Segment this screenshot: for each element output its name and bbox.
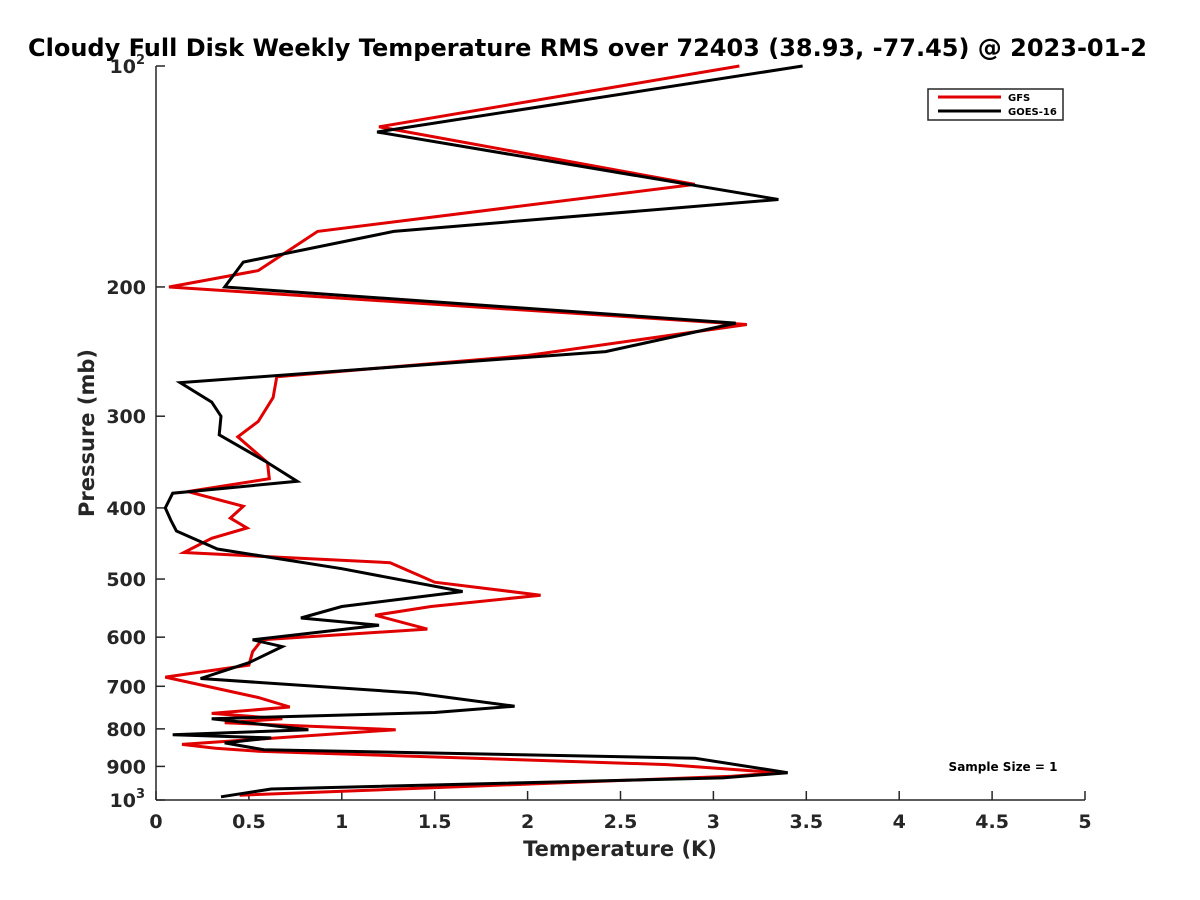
y-tick-label: 10 — [110, 56, 136, 78]
legend-label: GFS — [1008, 93, 1030, 104]
y-tick-label: 700 — [106, 676, 146, 698]
chart-title: Cloudy Full Disk Weekly Temperature RMS … — [28, 34, 1147, 62]
x-tick-label: 5 — [1078, 811, 1091, 833]
x-tick-label: 3.5 — [789, 811, 823, 833]
series-group — [163, 64, 803, 799]
x-tick-label: 4 — [893, 811, 906, 833]
x-tick-label: 4.5 — [975, 811, 1009, 833]
y-tick-label: 200 — [106, 277, 146, 299]
legend: GFS GOES-16 — [927, 88, 1064, 121]
x-tick-label: 2 — [521, 811, 534, 833]
series-line-goes-16 — [163, 64, 803, 799]
y-tick-label: 900 — [106, 756, 146, 778]
x-tick-label: 1.5 — [418, 811, 452, 833]
x-axis-title: Temperature (K) — [523, 837, 717, 861]
x-tick-label: 2.5 — [604, 811, 638, 833]
x-axis: 0 0.5 1 1.5 2 2.5 3 3.5 4 4.5 5 — [149, 791, 1092, 833]
legend-box — [927, 88, 1064, 121]
sample-size-annotation: Sample Size = 1 — [949, 760, 1058, 774]
y-tick-exponent: 3 — [136, 787, 145, 802]
y-tick-label: 300 — [106, 406, 146, 428]
plot-area — [155, 66, 1085, 801]
x-tick-label: 0.5 — [232, 811, 266, 833]
y-tick-label: 10 — [110, 790, 136, 812]
x-tick-label: 1 — [335, 811, 348, 833]
series-line-gfs — [164, 64, 779, 797]
y-tick-exponent: 2 — [136, 53, 145, 68]
legend-label: GOES-16 — [1008, 107, 1057, 118]
x-tick-label: 3 — [707, 811, 720, 833]
y-tick-label: 800 — [106, 719, 146, 741]
y-tick-label: 600 — [106, 627, 146, 649]
x-tick-label: 0 — [149, 811, 162, 833]
y-tick-label: 400 — [106, 498, 146, 520]
y-axis-title: Pressure (mb) — [75, 349, 99, 517]
y-tick-label: 500 — [106, 569, 146, 591]
